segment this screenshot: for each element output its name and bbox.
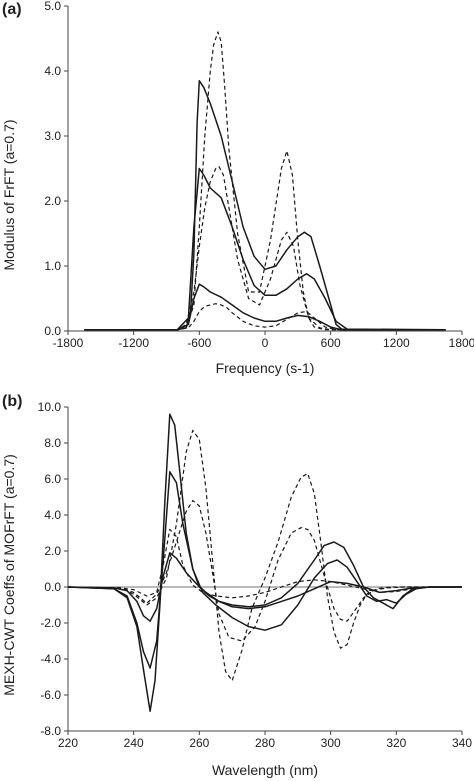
panel-b-x-tick-label: 220 <box>58 736 78 750</box>
panel-b-y-tick-label: -2.0 <box>40 616 61 630</box>
panel-b-series-4-dashed-line <box>67 429 462 682</box>
panel-b-series-3-solid-line <box>67 552 462 622</box>
panel-a-y-tick-label: 5.0 <box>44 0 61 13</box>
panel-b-y-tick-label: -6.0 <box>40 688 61 702</box>
panel-b-x-tick-label: 300 <box>321 736 341 750</box>
panel-a-x-axis-title: Frequency (s-1) <box>216 360 315 376</box>
panel-a-x-tick-label: 1200 <box>383 336 410 350</box>
panel-b-x-tick-label: 320 <box>386 736 406 750</box>
panel-b-y-tick-label: 6.0 <box>44 472 61 486</box>
panel-b-y-tick-label: 8.0 <box>44 436 61 450</box>
panel-a-frequency-chart: (a) -1800 -1200 -600 0 600 1200 1800 0.0 1.0 2.0 3… <box>1 0 474 376</box>
panel-b-series-6-dashed-line <box>67 528 462 599</box>
panel-a-series-1-solid-line <box>84 80 446 331</box>
panel-a-y-tick-label: 0.0 <box>44 324 61 338</box>
panel-b-y-tick-label: 4.0 <box>44 508 61 522</box>
panel-b-wavelength-chart: (b) 220 240 260 280 300 320 340 -8.0 -6.0 -4.0 -2.… <box>1 393 472 778</box>
panel-b-y-axis-title: MEXH-CWT Coeffs of MOFrFT (a=0.7) <box>1 454 17 696</box>
panel-b-y-tick-label: -4.0 <box>40 652 61 666</box>
panel-b-axes: 220 240 260 280 300 320 340 -8.0 -6.0 -4.0 -2.0 0.0… <box>38 400 473 750</box>
panel-b-x-tick-label: 280 <box>255 736 275 750</box>
panel-b-label: (b) <box>2 393 22 410</box>
panel-a-y-tick-label: 2.0 <box>44 194 61 208</box>
panel-a-x-tick-label: 1800 <box>449 336 474 350</box>
panel-a-x-tick-label: -1800 <box>53 336 84 350</box>
panel-b-series-5-dashed-line <box>67 500 462 642</box>
panel-a-series-4-dashed-line <box>84 31 446 331</box>
panel-b-x-tick-label: 340 <box>452 736 472 750</box>
panel-b-y-tick-label: 10.0 <box>38 400 62 414</box>
panel-a-y-tick-label: 3.0 <box>44 129 61 143</box>
panel-a-x-tick-label: 600 <box>321 336 341 350</box>
panel-a-y-tick-label: 1.0 <box>44 259 61 273</box>
panel-a-label: (a) <box>2 1 22 18</box>
panel-b-x-tick-label: 240 <box>124 736 144 750</box>
panel-b-y-tick-label: 0.0 <box>44 580 61 594</box>
panel-a-x-tick-label: 0 <box>262 336 269 350</box>
panel-b-x-axis-title: Wavelength (nm) <box>212 762 318 778</box>
panel-a-x-tick-label: -1200 <box>118 336 149 350</box>
panel-b-series <box>67 413 462 712</box>
panel-b-series-2-solid-line <box>67 471 462 669</box>
panel-a-series <box>84 31 446 331</box>
panel-a-y-axis-title: Modulus of FrFT (a=0.7) <box>1 119 17 270</box>
panel-b-series-1-solid-line <box>67 413 462 712</box>
panel-b-y-tick-label: 2.0 <box>44 544 61 558</box>
panel-a-series-5-dashed-line <box>84 166 446 331</box>
panel-a-axes: -1800 -1200 -600 0 600 1200 1800 0.0 1.0 2.0 3.0 4.… <box>44 0 474 350</box>
panel-a-series-6-dashed-line <box>84 303 446 331</box>
panel-a-series-2-solid-line <box>84 167 446 331</box>
panel-a-y-tick-label: 4.0 <box>44 64 61 78</box>
panel-a-x-tick-label: -600 <box>187 336 211 350</box>
panel-b-y-tick-label: -8.0 <box>40 724 61 738</box>
panel-b-x-tick-label: 260 <box>189 736 209 750</box>
